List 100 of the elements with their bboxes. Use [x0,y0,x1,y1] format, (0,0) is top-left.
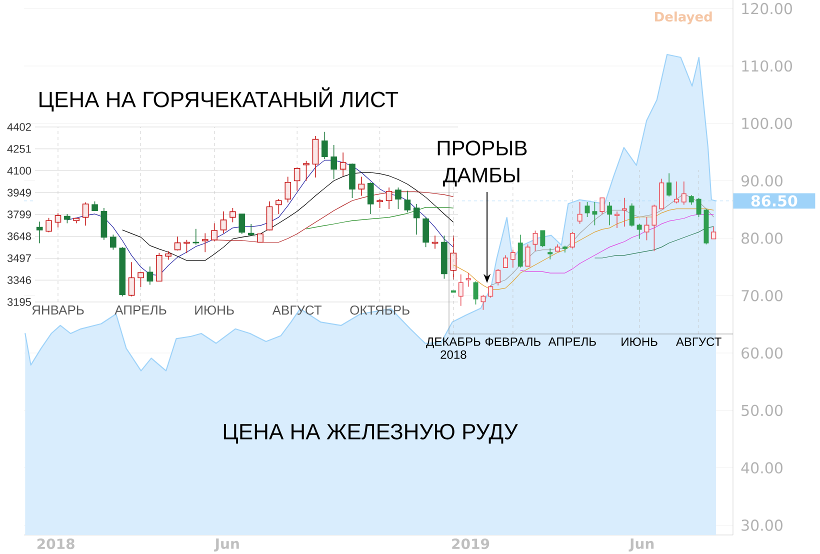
y-tick-label: 70.00 [742,290,782,302]
candlestick [570,232,575,249]
candlestick [488,284,494,298]
chart-title: ЦЕНА НА ГОРЯЧЕКАТАНЫЙ ЛИСТ [40,87,398,112]
candlestick [466,272,471,288]
candlestick [555,244,560,252]
x-tick-label: ИЮНЬ [622,338,658,346]
x-tick-label: АПРЕЛЬ [114,306,166,315]
candlestick [503,254,508,268]
candlestick [211,222,218,242]
candlestick [266,200,273,231]
candlestick [518,234,523,268]
y-tick-label: 4402 [7,123,31,131]
candlestick [138,272,144,288]
x-tick-label: ИЮНЬ [195,306,234,315]
x-tick-label: АПРЕЛЬ [548,338,596,346]
y-tick-label: 4251 [7,145,31,153]
candlestick [312,136,319,178]
candlestick [386,187,392,210]
x-tick-label: ДЕКАБРЬ 2018 [426,338,480,359]
annotation: ПРОРЫВ ДАМБЫ [438,140,527,186]
candlestick [358,176,365,196]
candlestick [652,204,657,252]
candlestick [681,181,686,206]
candlestick [284,176,292,203]
x-tick-label: ФЕВРАЛЬ [485,338,540,346]
x-tick-label: Jun [628,538,654,552]
y-tick-label: 100.00 [742,118,792,130]
candlestick [322,132,328,160]
x-tick-label: 2018 [37,538,74,550]
x-tick-label: 2019 [452,538,490,550]
candlestick [156,252,162,282]
candlestick [404,190,411,213]
y-tick-label: 3195 [7,298,31,306]
candlestick [174,236,181,251]
candlestick [146,266,154,286]
candlestick [600,197,605,215]
candlestick [82,202,89,226]
candlestick [496,268,501,286]
ref-line-label: 86.50 [751,195,798,207]
candlestick [510,249,516,268]
candlestick [422,216,429,248]
candlestick [666,172,672,197]
y-tick-label: 120.00 [742,2,792,14]
annotation: Delayed [655,12,712,24]
candlestick [696,197,702,218]
x-tick-label: ЯНВАРЬ [32,306,84,314]
candlestick [92,200,98,212]
y-tick-label: 50.00 [742,404,782,416]
y-tick-label: 3949 [7,188,31,197]
candlestick [480,294,486,310]
candlestick [450,290,456,293]
candlestick [674,181,679,204]
y-tick-label: 3648 [7,232,31,240]
y-tick-label: 3346 [7,276,31,284]
candlestick [248,224,254,236]
candlestick [432,235,438,250]
candlestick [458,274,464,306]
candlestick [395,187,402,210]
candlestick [110,234,116,250]
x-tick-label: Jun [214,538,239,552]
candlestick [100,208,108,240]
y-tick-label: 80.00 [742,232,782,244]
y-tick-label: 30.00 [742,520,782,531]
candlestick [622,197,627,227]
candlestick [257,233,264,243]
candlestick [330,144,338,180]
candlestick [165,250,172,260]
candlestick [64,214,70,224]
y-tick-label: 60.00 [742,347,782,359]
candlestick [276,198,282,214]
candlestick [376,198,383,208]
candlestick [577,202,582,224]
text: ЦЕНА НА ЖЕЛЕЗНУЮ РУДУ [224,424,518,444]
candlestick [629,202,634,227]
candlestick [294,167,300,192]
y-tick-label: 3799 [7,210,31,218]
candlestick [525,244,530,267]
candlestick [614,211,620,228]
candlestick [540,230,546,248]
y-tick-label: 90.00 [741,175,782,186]
candlestick [349,163,356,198]
candlestick [36,221,43,244]
candlestick [413,204,420,235]
candlestick [340,152,346,176]
candlestick [473,280,478,305]
candlestick [562,245,568,253]
candlestick [73,218,80,224]
candlestick [607,202,612,226]
y-tick-label: 4100 [7,166,32,175]
candlestick [688,194,694,206]
y-tick-label: 40.00 [741,462,782,474]
candlestick [46,218,52,233]
candlestick [220,210,227,234]
candlestick [548,248,553,260]
candlestick [659,178,664,210]
candlestick [230,208,236,223]
y-tick-label: 110.00 [742,60,792,72]
candlestick [119,246,126,297]
y-tick-label: 3497 [7,254,31,262]
